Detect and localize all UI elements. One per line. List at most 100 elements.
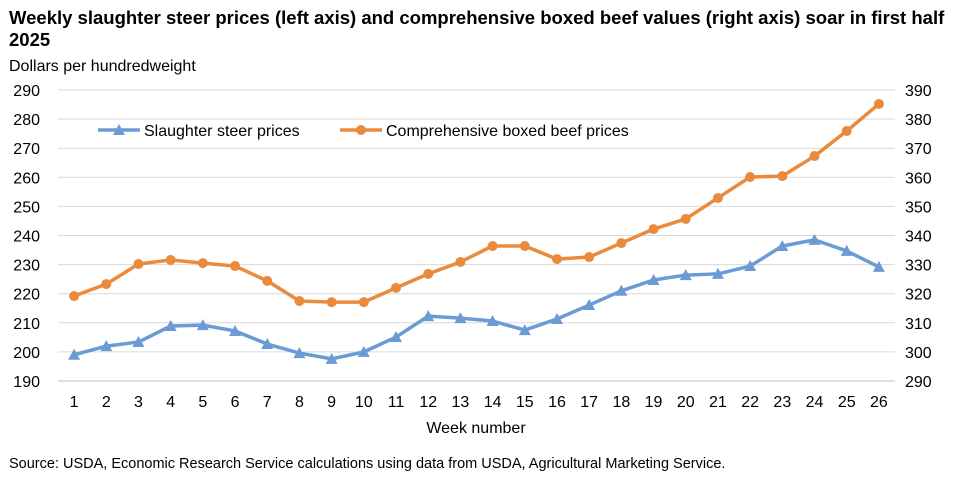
legend-label: Slaughter steer prices xyxy=(144,123,300,140)
y-right-tick-label: 310 xyxy=(905,316,932,333)
data-point xyxy=(841,126,852,137)
data-point xyxy=(101,279,112,290)
data-point xyxy=(550,313,563,325)
data-point xyxy=(68,348,81,360)
data-point xyxy=(872,260,885,272)
data-point xyxy=(423,268,434,279)
data-point xyxy=(519,240,530,251)
x-tick-label: 3 xyxy=(134,394,143,411)
data-point xyxy=(455,256,466,267)
data-point xyxy=(680,213,691,224)
y-right-tick-label: 320 xyxy=(905,287,932,304)
data-point xyxy=(776,239,789,251)
x-tick-label: 22 xyxy=(741,394,759,411)
x-tick-label: 13 xyxy=(452,394,470,411)
data-point xyxy=(840,244,853,256)
data-point xyxy=(100,340,113,352)
y-left-tick-label: 190 xyxy=(13,374,40,391)
data-point xyxy=(133,259,144,270)
data-point xyxy=(583,299,596,311)
data-point xyxy=(422,310,435,322)
chart-title: Weekly slaughter steer prices (left axis… xyxy=(9,7,945,50)
data-point xyxy=(69,291,80,302)
data-point xyxy=(454,312,467,324)
data-point xyxy=(390,331,403,343)
series-line-1 xyxy=(73,102,881,304)
y-right-tick-label: 290 xyxy=(905,374,932,391)
y-right-tick-label: 350 xyxy=(905,199,932,216)
data-point xyxy=(486,315,499,327)
x-tick-label: 16 xyxy=(548,394,566,411)
data-point xyxy=(679,269,692,281)
x-tick-label: 17 xyxy=(580,394,598,411)
y-left-tick-label: 210 xyxy=(13,316,40,333)
y-left-tick-label: 220 xyxy=(13,287,40,304)
x-tick-label: 21 xyxy=(709,394,727,411)
data-point xyxy=(551,254,562,265)
x-tick-label: 1 xyxy=(70,394,79,411)
legend-label: Comprehensive boxed beef prices xyxy=(386,123,629,140)
x-tick-label: 26 xyxy=(870,394,888,411)
x-tick-label: 20 xyxy=(677,394,695,411)
y-right-tick-label: 370 xyxy=(905,141,932,158)
data-point xyxy=(744,260,757,272)
x-tick-label: 4 xyxy=(166,394,175,411)
x-tick-label: 15 xyxy=(516,394,534,411)
data-point xyxy=(293,347,306,359)
y-axis-label: Dollars per hundredweight xyxy=(9,58,196,75)
data-point xyxy=(647,274,660,286)
y-left-tick-label: 200 xyxy=(13,345,40,362)
y-right-tick-label: 380 xyxy=(905,112,932,129)
data-point xyxy=(164,320,177,332)
data-point xyxy=(358,297,369,308)
y-left-tick-label: 270 xyxy=(13,141,40,158)
y-right-tick-label: 330 xyxy=(905,258,932,275)
data-point xyxy=(584,252,595,263)
y-right-tick-label: 340 xyxy=(905,229,932,246)
data-point xyxy=(261,338,274,350)
data-point xyxy=(326,297,337,308)
data-point xyxy=(711,267,724,279)
data-point xyxy=(230,261,241,272)
data-point xyxy=(262,275,273,286)
data-point xyxy=(616,238,627,249)
y-right-tick-label: 360 xyxy=(905,170,932,187)
x-tick-label: 18 xyxy=(612,394,630,411)
source-note: Source: USDA, Economic Research Service … xyxy=(9,456,726,472)
x-tick-label: 6 xyxy=(231,394,240,411)
data-point xyxy=(165,254,176,265)
data-point xyxy=(132,336,145,348)
data-point xyxy=(777,171,788,182)
data-point xyxy=(357,345,370,357)
y-left-tick-label: 280 xyxy=(13,112,40,129)
x-tick-label: 10 xyxy=(355,394,373,411)
legend-marker xyxy=(113,124,125,135)
data-point xyxy=(487,240,498,251)
x-tick-label: 23 xyxy=(773,394,791,411)
x-tick-label: 19 xyxy=(645,394,663,411)
x-tick-label: 7 xyxy=(263,394,272,411)
y-left-tick-label: 260 xyxy=(13,170,40,187)
data-point xyxy=(873,98,884,109)
x-tick-label: 14 xyxy=(484,394,502,411)
x-tick-label: 11 xyxy=(388,394,405,411)
y-left-tick-label: 250 xyxy=(13,199,40,216)
legend-marker xyxy=(356,125,366,135)
x-tick-label: 9 xyxy=(327,394,336,411)
x-axis-label: Week number xyxy=(426,420,526,437)
y-left-tick-label: 230 xyxy=(13,258,40,275)
data-point xyxy=(745,172,756,183)
y-right-tick-label: 390 xyxy=(905,83,932,100)
data-point xyxy=(196,319,209,331)
x-tick-label: 5 xyxy=(198,394,207,411)
y-right-tick-label: 300 xyxy=(905,345,932,362)
data-point xyxy=(294,295,305,306)
data-point xyxy=(809,151,820,162)
series-line-0 xyxy=(73,238,880,361)
x-tick-label: 24 xyxy=(806,394,824,411)
x-tick-label: 2 xyxy=(102,394,111,411)
x-tick-label: 12 xyxy=(419,394,437,411)
y-left-tick-label: 240 xyxy=(13,229,40,246)
